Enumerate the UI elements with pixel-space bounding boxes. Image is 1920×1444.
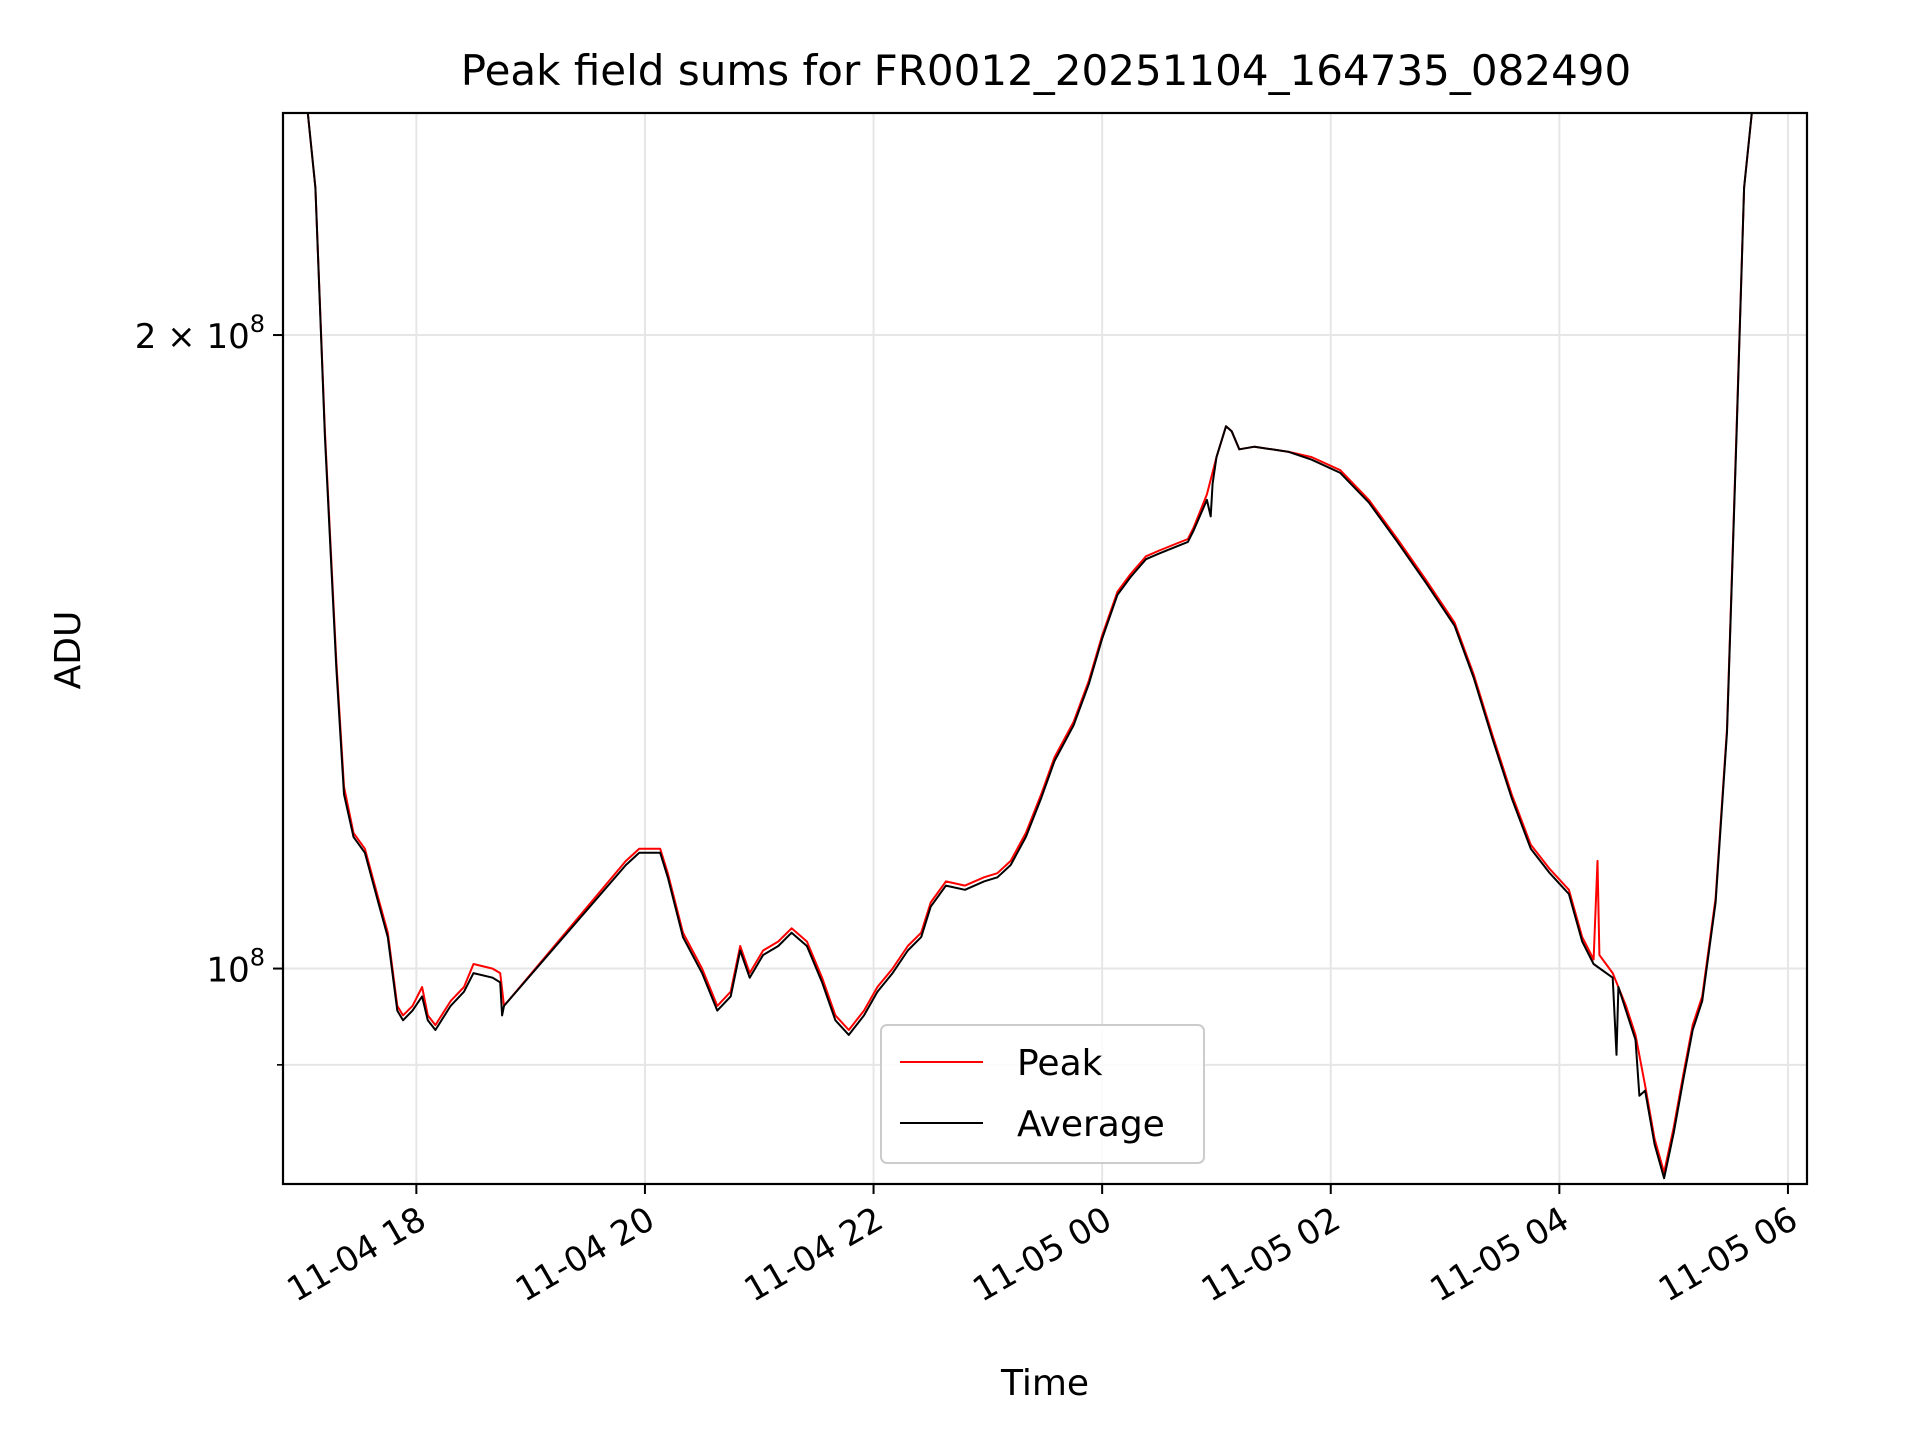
chart-title: Peak field sums for FR0012_20251104_1647… [461,46,1631,95]
x-tick-label: 11-05 06 [1652,1199,1804,1310]
y-tick-label-exponent: 8 [250,310,265,338]
y-tick-label: 108 [206,944,265,991]
x-axis: 11-04 18 11-04 20 11-04 22 11-05 00 11-05 02… [280,1184,1804,1310]
x-tick-label: 11-05 04 [1423,1199,1575,1310]
grid [283,113,1807,1184]
y-tick-label: 2 × 108 [135,310,265,357]
legend-label-peak: Peak [1017,1043,1103,1084]
y-axis-label: ADU [48,611,89,690]
x-axis-label: Time [1000,1363,1089,1404]
plot-frame [281,111,1809,1186]
x-tick-label: 11-05 00 [966,1199,1118,1310]
x-tick-label: 11-04 18 [280,1199,432,1310]
x-tick-label: 11-04 22 [738,1199,890,1310]
x-tick-label: 11-05 02 [1195,1199,1347,1310]
legend: Peak Average [880,1024,1205,1164]
legend-label-average: Average [1017,1104,1165,1145]
y-tick-label-exponent: 8 [250,944,265,972]
legend-box [880,1024,1205,1164]
series-line-peak [283,113,1807,1174]
y-tick-label-base: 10 [206,951,249,991]
series-lines [283,113,1807,1180]
series-line-average [283,113,1807,1180]
x-tick-label: 11-04 20 [509,1199,661,1310]
y-tick-label-base: 2 × 10 [135,317,250,357]
